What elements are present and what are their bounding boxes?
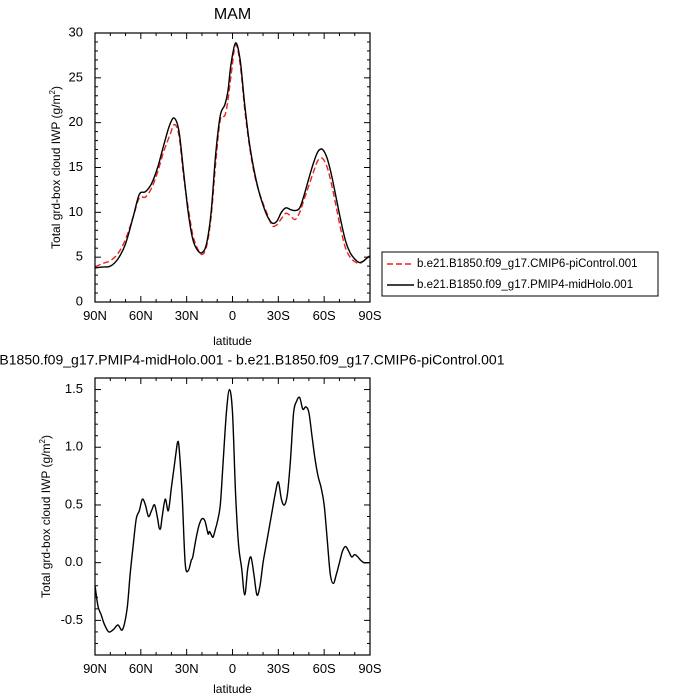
top-panel: MAM 90N 60N 30N 0 30S 60S 90S 0 5 10 15 20 25 30 latitu…	[48, 6, 659, 348]
top-ytick-label: 30	[69, 24, 83, 39]
bottom-xtick-label: 30N	[175, 661, 199, 676]
bottom-xtick-label: 90S	[358, 661, 381, 676]
bottom-xtick-label: 90N	[83, 661, 107, 676]
top-xaxis-label: latitude	[213, 334, 252, 348]
bottom-ytick-label: 0.0	[65, 554, 83, 569]
top-series-line-2	[95, 42, 370, 269]
bottom-ytick-label: 0.5	[65, 496, 83, 511]
top-xtick-label: 60N	[129, 308, 153, 323]
top-ytick-label: 5	[76, 249, 83, 264]
top-ytick-label: 15	[69, 159, 83, 174]
bottom-xtick-label: 30S	[267, 661, 290, 676]
bottom-xtick-label: 0	[229, 661, 236, 676]
bottom-xtick-label: 60S	[313, 661, 336, 676]
top-xtick-label: 60S	[313, 308, 336, 323]
top-xtick-label: 90N	[83, 308, 107, 323]
bottom-xaxis-label: latitude	[213, 682, 252, 696]
top-ytick-label: 0	[76, 293, 83, 308]
bottom-ytick-label: 1.0	[65, 439, 83, 454]
bottom-yaxis-label: Total grd-box cloud IWP (g/m2)	[38, 435, 53, 598]
legend-entry-1: b.e21.B1850.f09_g17.CMIP6-piControl.001	[417, 258, 638, 270]
bottom-series-line-1	[95, 388, 370, 633]
legend-box	[381, 251, 659, 297]
top-plot-frame	[94, 32, 371, 303]
top-xtick-label: 30N	[175, 308, 199, 323]
top-ytick-label: 25	[69, 69, 83, 84]
top-xtick-label: 30S	[267, 308, 290, 323]
bottom-ytick-label: -0.5	[61, 612, 83, 627]
top-yaxis-label: Total grd-box cloud IWP (g/m2)	[48, 86, 63, 249]
legend: b.e21.B1850.f09_g17.CMIP6-piControl.001b…	[381, 251, 659, 297]
top-ytick-label: 10	[69, 204, 83, 219]
legend-entry-2: b.e21.B1850.f09_g17.PMIP4-midHolo.001	[417, 279, 633, 291]
top-xtick-label: 0	[229, 308, 236, 323]
bottom-panel: b.e21.B1850.f09_g17.PMIP4-midHolo.001 - …	[0, 352, 505, 696]
top-xtick-label: 90S	[358, 308, 381, 323]
bottom-chart-title: b.e21.B1850.f09_g17.PMIP4-midHolo.001 - …	[0, 352, 505, 368]
top-ytick-label: 20	[69, 114, 83, 129]
bottom-ytick-label: 1.5	[65, 381, 83, 396]
top-chart-title: MAM	[214, 6, 251, 23]
top-series-line-1	[95, 43, 370, 268]
bottom-plot-frame	[94, 377, 371, 656]
bottom-xtick-label: 60N	[129, 661, 153, 676]
